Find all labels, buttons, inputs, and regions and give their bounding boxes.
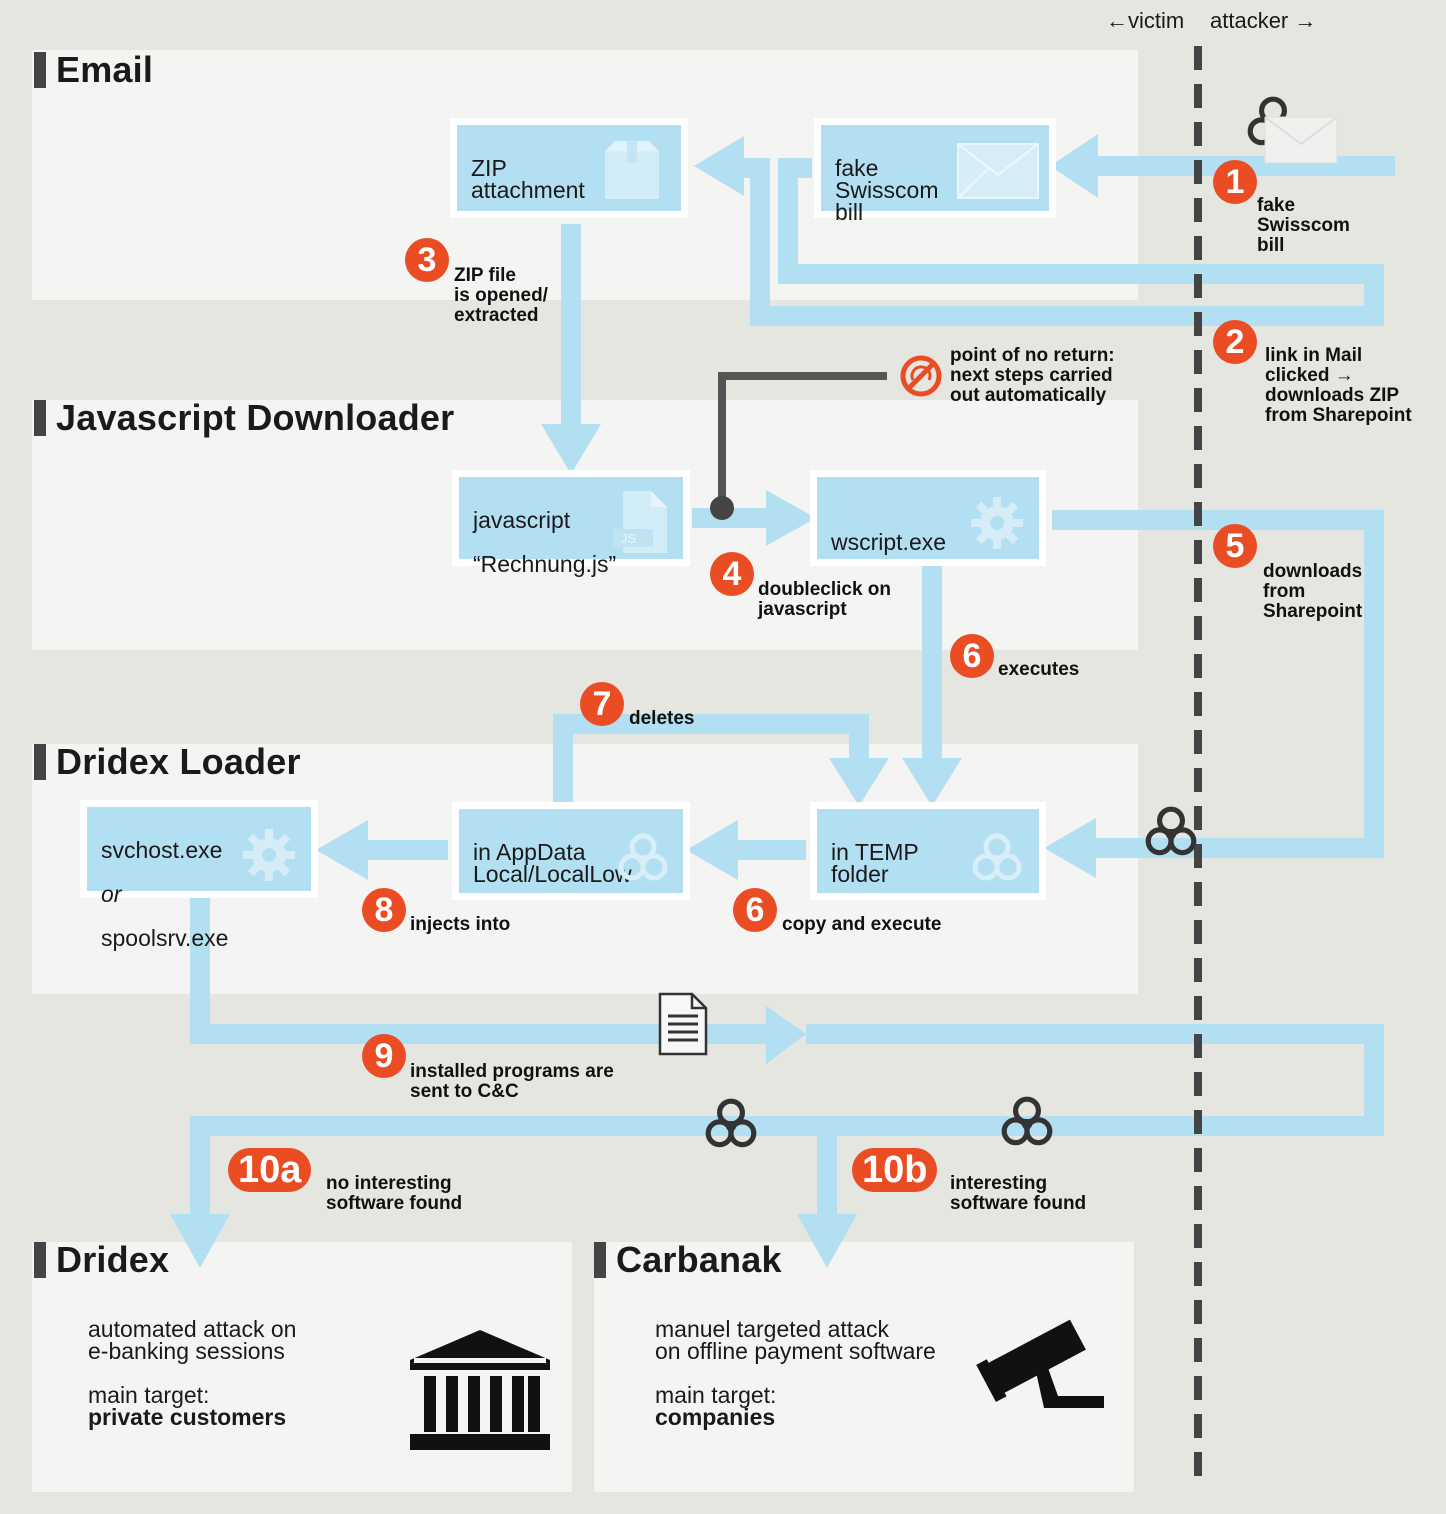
step-label-4: doubleclick on javascript xyxy=(758,579,892,620)
box-icon xyxy=(605,141,659,199)
step-badge-3: 3 xyxy=(405,238,449,282)
temp-box: in TEMP folder xyxy=(810,802,1046,900)
carbanak-target-label: main target: xyxy=(655,1382,777,1408)
step-badge-10a: 10a xyxy=(228,1148,312,1192)
step-label-5: downloads from Sharepoint xyxy=(1263,561,1363,622)
section-title-js-downloader: Javascript Downloader xyxy=(34,398,454,438)
step-label-2: link in Mail clicked → downloads ZIP fro… xyxy=(1265,345,1412,426)
step-label-8: injects into xyxy=(410,914,511,935)
dridex-description: automated attack on e-banking sessions xyxy=(88,1316,297,1364)
step-badge-7: 7 xyxy=(580,682,624,726)
step-label-3: ZIP file is opened/ extracted xyxy=(454,265,548,326)
envelope-icon xyxy=(1264,116,1338,164)
step-label-1: fake Swisscom bill xyxy=(1257,195,1350,256)
point-of-no-return-label: point of no return: next steps carried o… xyxy=(950,345,1115,406)
appdata-box: in AppData Local/LocalLow xyxy=(452,802,690,900)
step-badge-10b: 10b xyxy=(852,1148,938,1192)
temp-label: in TEMP folder xyxy=(831,839,919,887)
javascript-box: javascript “Rechnung.js” JS xyxy=(452,470,690,576)
step-label-9: installed programs are sent to C&C xyxy=(410,1061,614,1102)
camera-icon xyxy=(976,1319,1104,1408)
zip-attachment-label: ZIP attachment xyxy=(471,155,585,203)
biohazard-icon xyxy=(705,1098,757,1148)
spoolsrv-label: spoolsrv.exe xyxy=(101,925,229,951)
step-badge-5: 5 xyxy=(1213,524,1257,568)
section-title-dridex: Dridex xyxy=(34,1240,169,1280)
javascript-label: javascript xyxy=(473,507,571,533)
step-label-10b: interesting software found xyxy=(950,1173,1087,1214)
step-label-6a: executes xyxy=(998,659,1080,680)
svchost-or: or xyxy=(101,881,122,907)
step-badge-4: 4 xyxy=(710,552,754,596)
attacker-label: attacker → xyxy=(1210,8,1317,33)
step-badge-6b: 6 xyxy=(733,888,777,932)
step-badge-2: 2 xyxy=(1213,320,1257,364)
svchost-label: svchost.exe xyxy=(101,837,223,863)
step-badge-8: 8 xyxy=(362,888,406,932)
carbanak-target: companies xyxy=(655,1404,776,1430)
zip-attachment-box: ZIP attachment xyxy=(450,118,688,218)
fake-bill-box: fake Swisscom bill xyxy=(814,118,1056,224)
fake-bill-label: fake Swisscom bill xyxy=(835,155,939,225)
gear-icon xyxy=(243,829,295,881)
victim-label: ←victim xyxy=(1106,8,1185,33)
carbanak-description: manuel targeted attack on offline paymen… xyxy=(655,1316,936,1364)
wscript-box: wscript.exe xyxy=(810,470,1046,566)
envelope-icon xyxy=(957,143,1039,199)
biohazard-icon xyxy=(618,833,668,881)
flow-arrows xyxy=(170,134,1395,1268)
bank-icon xyxy=(410,1330,550,1450)
step-badge-9: 9 xyxy=(362,1034,406,1078)
javascript-filename: “Rechnung.js” xyxy=(473,551,617,577)
section-title-email: Email xyxy=(34,50,153,90)
appdata-label: in AppData Local/LocalLow xyxy=(473,839,632,887)
biohazard-icon xyxy=(972,833,1022,881)
step-badge-6a: 6 xyxy=(950,634,994,678)
wscript-label: wscript.exe xyxy=(831,529,947,555)
biohazard-icon xyxy=(1145,806,1197,856)
gear-icon xyxy=(971,497,1023,549)
no-return-icon xyxy=(900,355,942,397)
no-return-connector xyxy=(718,372,887,508)
section-title-carbanak: Carbanak xyxy=(594,1240,782,1280)
section-title-dridex-loader: Dridex Loader xyxy=(34,742,301,782)
dridex-target: private customers xyxy=(88,1404,287,1430)
step-badge-1: 1 xyxy=(1213,160,1257,204)
js-file-icon: JS xyxy=(613,491,667,553)
step-label-6b: copy and execute xyxy=(782,914,942,935)
dridex-target-label: main target: xyxy=(88,1382,210,1408)
biohazard-icon xyxy=(1001,1096,1053,1146)
step-label-10a: no interesting software found xyxy=(326,1173,463,1214)
js-badge-text: JS xyxy=(621,531,637,546)
svchost-box: svchost.exe or spoolsrv.exe xyxy=(80,800,318,950)
step-label-7: deletes xyxy=(629,708,695,729)
document-icon xyxy=(658,992,708,1056)
